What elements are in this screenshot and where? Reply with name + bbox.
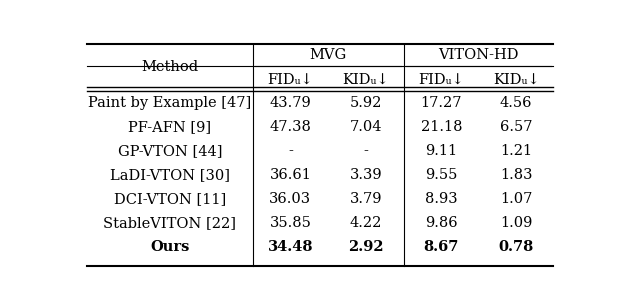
- Text: Method: Method: [141, 60, 198, 74]
- Text: 17.27: 17.27: [420, 96, 462, 110]
- Text: 36.61: 36.61: [269, 168, 311, 182]
- Text: 6.57: 6.57: [500, 120, 533, 134]
- Text: 8.93: 8.93: [425, 192, 458, 206]
- Text: FIDᵤ↓: FIDᵤ↓: [418, 72, 464, 86]
- Text: 7.04: 7.04: [350, 120, 382, 134]
- Text: 34.48: 34.48: [268, 240, 313, 254]
- Text: 3.79: 3.79: [350, 192, 382, 206]
- Text: LaDI-VTON [30]: LaDI-VTON [30]: [110, 168, 230, 182]
- Text: 9.11: 9.11: [425, 144, 458, 158]
- Text: 2.92: 2.92: [348, 240, 384, 254]
- Text: 9.86: 9.86: [425, 216, 458, 230]
- Text: Paint by Example [47]: Paint by Example [47]: [88, 96, 252, 110]
- Text: 4.56: 4.56: [500, 96, 533, 110]
- Text: 5.92: 5.92: [350, 96, 382, 110]
- Text: 8.67: 8.67: [423, 240, 459, 254]
- Text: StableVITON [22]: StableVITON [22]: [104, 216, 236, 230]
- Text: 3.39: 3.39: [350, 168, 382, 182]
- Text: 1.21: 1.21: [500, 144, 532, 158]
- Text: 21.18: 21.18: [420, 120, 462, 134]
- Text: MVG: MVG: [309, 48, 347, 62]
- Text: 1.09: 1.09: [500, 216, 533, 230]
- Text: 4.22: 4.22: [350, 216, 382, 230]
- Text: 43.79: 43.79: [270, 96, 311, 110]
- Text: GP-VTON [44]: GP-VTON [44]: [118, 144, 222, 158]
- Text: 36.03: 36.03: [269, 192, 311, 206]
- Text: -: -: [288, 144, 293, 158]
- Text: 1.83: 1.83: [500, 168, 533, 182]
- Text: KIDᵤ↓: KIDᵤ↓: [342, 72, 389, 86]
- Text: 47.38: 47.38: [269, 120, 311, 134]
- Text: 35.85: 35.85: [269, 216, 311, 230]
- Text: -: -: [363, 144, 368, 158]
- Text: 1.07: 1.07: [500, 192, 533, 206]
- Text: 0.78: 0.78: [498, 240, 534, 254]
- Text: PF-AFN [9]: PF-AFN [9]: [128, 120, 211, 134]
- Text: Ours: Ours: [150, 240, 190, 254]
- Text: FIDᵤ↓: FIDᵤ↓: [267, 72, 313, 86]
- Text: 9.55: 9.55: [425, 168, 458, 182]
- Text: KIDᵤ↓: KIDᵤ↓: [493, 72, 539, 86]
- Text: VITON-HD: VITON-HD: [438, 48, 519, 62]
- Text: DCI-VTON [11]: DCI-VTON [11]: [113, 192, 226, 206]
